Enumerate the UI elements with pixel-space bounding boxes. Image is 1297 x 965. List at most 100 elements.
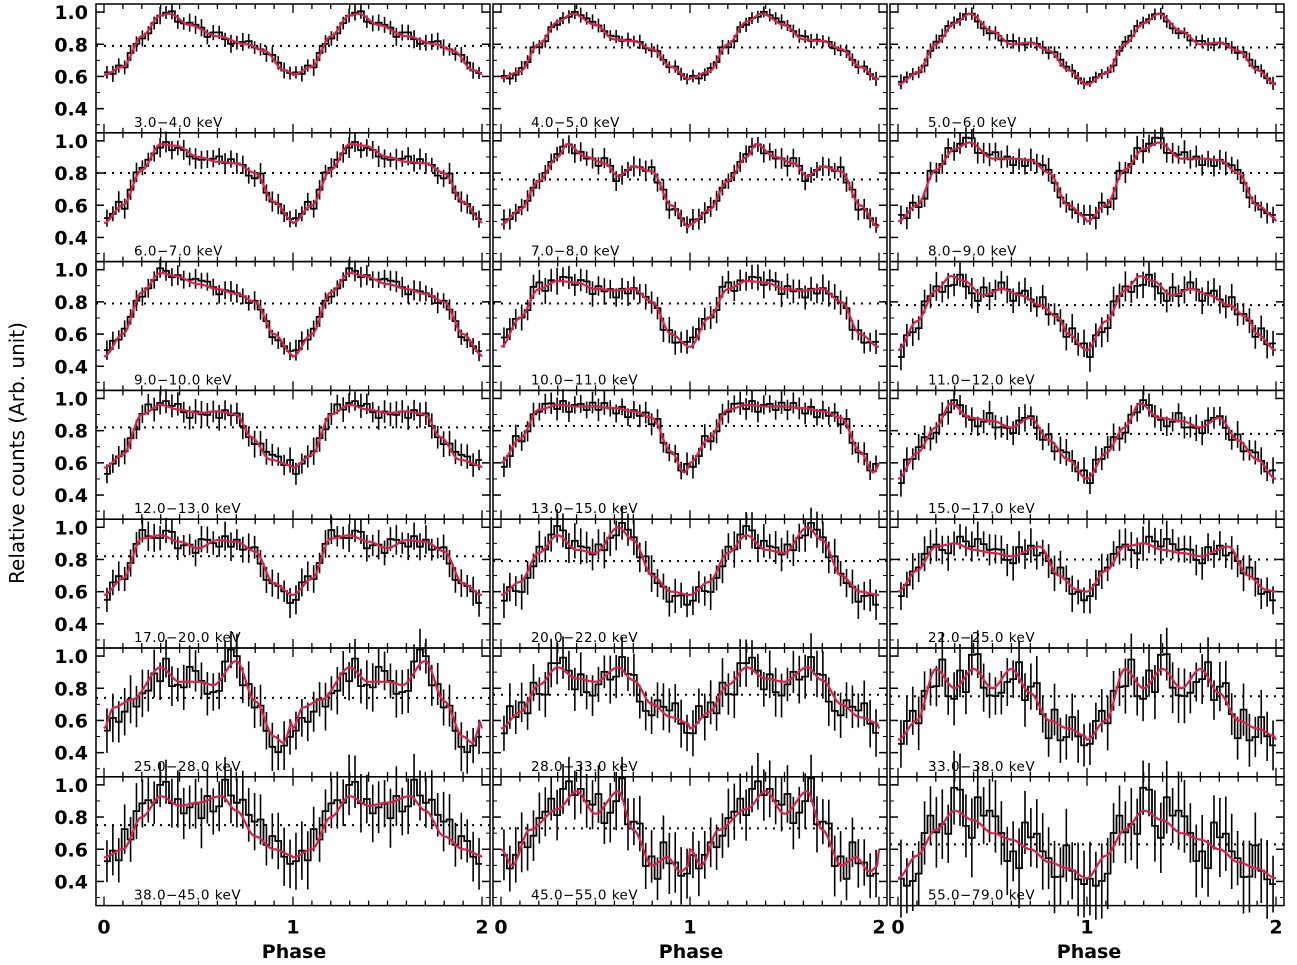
fit-curve (103, 794, 483, 859)
y-tick-label: 1.0 (54, 775, 88, 797)
panel-frame (95, 260, 491, 392)
histogram-line (501, 276, 879, 344)
histogram-line (898, 136, 1276, 219)
data-histogram (898, 262, 1276, 372)
energy-band-label: 10.0−11.0 keV (531, 372, 638, 388)
x-axis-label-col2: Phase (659, 941, 723, 963)
fit-curve (500, 12, 880, 81)
energy-band-label: 55.0−79.0 keV (928, 888, 1035, 904)
data-histogram (104, 389, 482, 485)
y-tick-label: 1.0 (54, 646, 88, 668)
fit-curve (103, 403, 483, 469)
y-tick-label: 0.8 (54, 292, 88, 314)
y-tick-label: 0.4 (54, 485, 88, 507)
y-tick-label: 0.4 (54, 99, 88, 121)
x-tick-label: 0 (97, 917, 110, 939)
data-histogram (104, 516, 482, 619)
x-tick-label: 2 (475, 917, 488, 939)
panel-8: 10.0−11.0 keV (492, 260, 888, 392)
histogram-line (104, 648, 482, 754)
histogram-line (104, 10, 482, 75)
panel-frame (889, 389, 1285, 520)
histogram-line (104, 141, 482, 220)
fit-curve (103, 12, 483, 76)
y-tick-label: 0.6 (54, 66, 88, 88)
energy-band-label: 4.0−5.0 keV (531, 115, 620, 131)
x-axis-label-col1: Phase (262, 941, 326, 963)
x-tick-label: 1 (286, 917, 299, 939)
panel-5: 7.0−8.0 keV (492, 132, 888, 263)
x-tick-label: 1 (1080, 917, 1093, 939)
panel-frame (492, 647, 888, 778)
panel-frame (492, 3, 888, 134)
energy-band-label: 15.0−17.0 keV (928, 501, 1035, 517)
panel-15: 22.0−25.0 keV (889, 518, 1285, 649)
energy-band-label: 17.0−20.0 keV (134, 630, 241, 646)
y-tick-label: 0.4 (54, 227, 88, 249)
panel-frame (492, 132, 888, 263)
histogram-line (104, 267, 482, 352)
panel-6: 8.0−9.0 keV (889, 127, 1285, 263)
y-tick-label: 0.4 (54, 614, 88, 636)
energy-band-label: 3.0−4.0 keV (134, 115, 223, 131)
fit-curve (500, 403, 881, 474)
data-histogram (898, 627, 1276, 771)
panel-16: 0.40.60.81.025.0−28.0 keV (54, 628, 491, 778)
data-histogram (898, 7, 1276, 90)
x-tick-label: 0 (891, 917, 904, 939)
data-histogram (898, 520, 1276, 615)
fit-curve (103, 143, 483, 225)
fit-curve (897, 809, 1277, 880)
data-histogram (104, 628, 482, 774)
y-tick-label: 0.4 (54, 871, 88, 893)
panel-12: 15.0−17.0 keV (889, 389, 1285, 520)
panel-3: 5.0−6.0 keV (889, 3, 1285, 134)
data-histogram (104, 753, 482, 890)
fit-curve (897, 667, 1277, 742)
histogram-line (898, 399, 1276, 484)
histogram-line (104, 529, 482, 604)
panel-14: 20.0−22.0 keV (492, 506, 888, 649)
panel-10: 0.4 0.6 0.8 1.0 12.0−13.0 keV (54, 388, 491, 520)
histogram-line (501, 777, 879, 880)
panel-7: 0.4 0.6 0.8 1.0 9.0−10.0 keV (54, 258, 491, 392)
y-tick-label: 0.4 (54, 356, 88, 378)
panel-9: 11.0−12.0 keV (889, 260, 1285, 392)
panel-frame (889, 260, 1285, 392)
panel-1: 0.4 0.6 0.8 1.0 3.0−4.0 keV (54, 2, 491, 134)
fit-curve (897, 274, 1277, 352)
y-tick-label: 1.0 (54, 388, 88, 410)
fit-curve (103, 271, 483, 358)
panel-frame (492, 776, 888, 907)
panel-20: 0 1 2 45.0−55.0 keV (492, 752, 888, 939)
x-tick-label: 1 (683, 917, 696, 939)
panel-2: 4.0−5.0 keV (492, 3, 888, 134)
panel-frame (95, 776, 491, 907)
fit-curve (500, 666, 881, 730)
energy-band-label: 45.0−55.0 keV (531, 888, 638, 904)
y-tick-label: 0.6 (54, 839, 88, 861)
energy-band-label: 38.0−45.0 keV (134, 888, 241, 904)
energy-band-label: 12.0−13.0 keV (134, 501, 241, 517)
histogram-line (898, 653, 1276, 747)
histogram-line (501, 656, 879, 735)
x-tick-label: 0 (494, 917, 507, 939)
y-tick-label: 0.6 (54, 324, 88, 346)
data-histogram (898, 127, 1276, 230)
y-tick-label: 0.6 (54, 582, 88, 604)
fit-curve (500, 790, 881, 873)
y-tick-label: 1.0 (54, 2, 88, 24)
histogram-line (104, 778, 482, 865)
fit-curve (897, 542, 1277, 593)
energy-band-label: 8.0−9.0 keV (928, 244, 1017, 260)
y-tick-label: 0.8 (54, 678, 88, 700)
panel-grid: 0.4 0.6 0.8 1.0 3.0−4.0 keV 4.0−5.0 keV 5.0−6.… (54, 2, 1285, 939)
energy-band-label: 22.0−25.0 keV (928, 630, 1035, 646)
y-tick-label: 0.4 (54, 743, 88, 765)
data-histogram (501, 264, 879, 355)
fit-curve (103, 534, 483, 597)
data-histogram (104, 3, 482, 82)
data-histogram (501, 4, 879, 86)
energy-band-label: 28.0−33.0 keV (531, 759, 638, 775)
